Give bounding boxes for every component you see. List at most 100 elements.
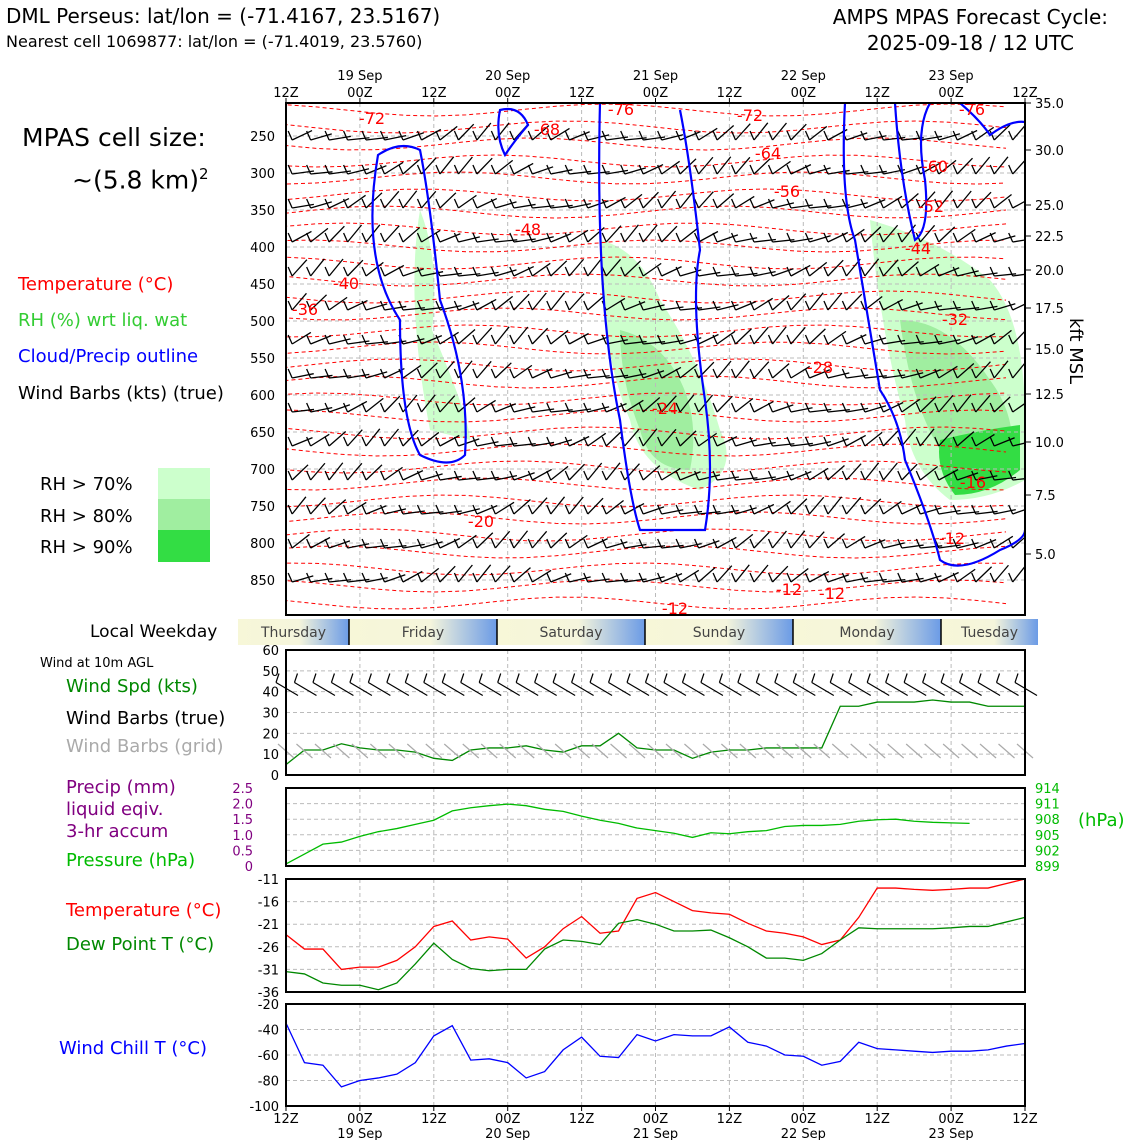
kft-tick-label: 25.0 xyxy=(1035,199,1064,214)
wind-barb-flag xyxy=(749,164,755,175)
wind-barb-flag xyxy=(527,300,533,311)
wind-barb-staff xyxy=(735,507,757,515)
wind-barb-flag xyxy=(287,300,293,311)
wind-barb-flag xyxy=(786,130,792,141)
wind-barb-flag xyxy=(915,368,921,379)
bottom-time-label: 12Z xyxy=(864,1112,890,1127)
wind-barb-staff xyxy=(458,438,480,447)
wind-barb-flag xyxy=(490,402,496,413)
wind-barb-staff xyxy=(642,224,658,243)
temperature-contour-line xyxy=(286,154,1007,168)
wind-barb-staff xyxy=(864,462,880,481)
wind-barb-staff xyxy=(291,230,312,243)
wind-barb-flag xyxy=(730,334,737,345)
pressure-tick-label: 650 xyxy=(250,426,275,441)
wind-barb-staff xyxy=(993,329,1012,345)
wind-barb-staff xyxy=(679,227,698,243)
wind-barb-flag xyxy=(416,538,423,549)
wind-barb-staff xyxy=(605,430,623,447)
wind-barb-flag xyxy=(398,572,404,583)
wind-barb-staff xyxy=(698,333,719,345)
wind-barb-flag xyxy=(601,402,607,413)
wind-barb-flag xyxy=(306,266,312,277)
wind-barb-staff xyxy=(1012,239,1025,243)
wind-barb-staff xyxy=(328,462,344,481)
surface-wind-barb xyxy=(441,681,465,697)
wind-barb-flag xyxy=(767,164,774,175)
wind-barb-flag xyxy=(1008,368,1014,379)
wind-barb-staff xyxy=(975,191,992,209)
wind-barb-staff xyxy=(532,166,554,175)
surface-wind-barb-flag xyxy=(663,673,668,683)
temperature-contour-line xyxy=(286,273,1007,287)
wind-barb-flag xyxy=(860,368,866,379)
wind-barb-staff xyxy=(772,565,789,583)
wind-barb-staff xyxy=(883,298,904,311)
wind-barb-flag xyxy=(490,436,496,447)
wind-barb-flag xyxy=(860,436,866,447)
wind-barb-staff xyxy=(994,235,1016,243)
surface-wind-barb xyxy=(682,681,705,697)
wind-barb-flag xyxy=(324,232,330,243)
wind-barb-flag xyxy=(324,470,330,481)
wind-barb-staff xyxy=(753,441,776,447)
wind-barb-flag xyxy=(1008,436,1014,447)
wind-barb-flag xyxy=(934,470,940,481)
wind-barb-flag xyxy=(490,266,496,277)
wind-barb-staff xyxy=(532,441,555,447)
wind-barb-staff xyxy=(494,295,514,311)
wind-barb-staff xyxy=(901,224,917,243)
surface-wind-barb xyxy=(719,681,742,697)
wind-barb-staff xyxy=(827,259,844,277)
wind-barb-flag xyxy=(730,470,737,481)
wind-barb-flag xyxy=(786,436,792,447)
wind-barb-flag xyxy=(823,164,829,175)
wind-barb-flag xyxy=(509,232,515,243)
temperature-contour-line xyxy=(286,477,1007,491)
wind-barb-staff xyxy=(439,475,462,481)
wind-barb-flag xyxy=(601,538,607,549)
wind-barb-staff xyxy=(956,157,973,175)
grid-wind-barb xyxy=(721,743,738,759)
wind-barb-flag xyxy=(786,300,792,311)
surface-wind-barb xyxy=(885,681,908,697)
surface-wind-barb xyxy=(959,681,982,697)
wind-barb-staff xyxy=(753,199,775,209)
wind-barb-flag xyxy=(989,266,995,277)
top-date-label: 23 Sep xyxy=(929,69,974,84)
wind-barb-staff xyxy=(310,227,329,243)
bottom-time-label: 12Z xyxy=(421,1112,447,1127)
wind-barb-staff xyxy=(809,261,828,277)
wind-barb-flag xyxy=(435,402,441,413)
wind-barb-staff xyxy=(993,564,1009,583)
wind-barb-staff xyxy=(458,397,476,413)
wind-barb-staff xyxy=(365,577,388,583)
wind-barb-flag xyxy=(897,436,903,447)
wind-barb-flag xyxy=(324,368,330,379)
panel-y2-tick-label: 911 xyxy=(1035,798,1060,813)
wind-barb-flag xyxy=(435,538,441,549)
wind-barb-staff xyxy=(476,399,496,413)
wind-barb-staff xyxy=(347,224,363,243)
wind-barb-staff xyxy=(402,132,425,141)
wind-barb-flag xyxy=(675,470,681,481)
grid-wind-barb xyxy=(850,743,868,759)
wind-barb-staff xyxy=(587,406,610,413)
wind-barb-staff xyxy=(347,543,370,549)
wind-barb-flag xyxy=(915,164,921,175)
wind-barb-flag xyxy=(878,232,884,243)
wind-barb-flag xyxy=(952,334,958,345)
wind-barb-flag xyxy=(989,368,995,379)
wind-barb-flag xyxy=(971,198,977,209)
wind-barb-staff xyxy=(513,499,531,515)
wind-barb-flag xyxy=(878,198,884,209)
wind-barb-flag xyxy=(306,504,312,515)
wind-barb-flag xyxy=(435,504,441,515)
wind-barb-flag xyxy=(435,436,441,447)
wind-barb-staff xyxy=(975,394,991,413)
grid-wind-barb xyxy=(480,743,498,759)
wind-barb-staff xyxy=(809,235,831,243)
pressure-unit-label: (hPa) xyxy=(1078,810,1125,831)
wind-barb-flag xyxy=(897,368,903,379)
panel-y-tick-label: -100 xyxy=(249,1100,279,1115)
